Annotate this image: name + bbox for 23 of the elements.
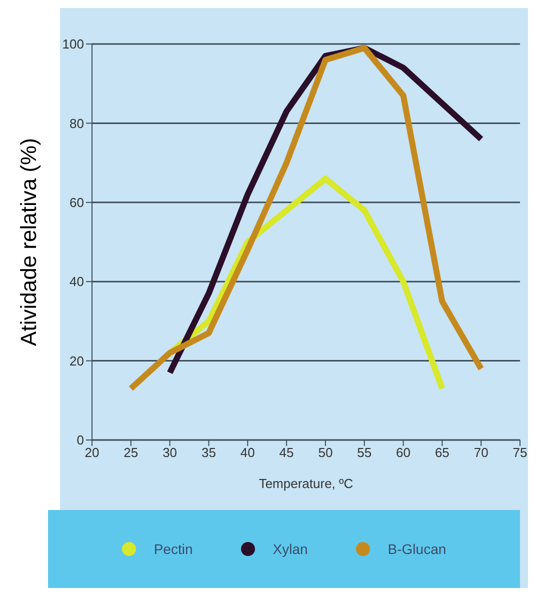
- x-tick-label: 60: [396, 445, 411, 460]
- x-tick-label: 25: [124, 445, 138, 460]
- y-tick-label: 20: [70, 353, 84, 368]
- x-tick-label: 40: [240, 445, 255, 460]
- x-tick-label: 55: [357, 445, 372, 460]
- y-tick-label: 40: [70, 274, 84, 290]
- x-tick-label: 50: [318, 445, 333, 460]
- y-tick-label: 100: [62, 36, 84, 52]
- x-tick-label: 75: [512, 445, 528, 460]
- y-tick-label: 0: [76, 432, 84, 448]
- x-tick-label: 45: [279, 445, 294, 460]
- legend-label: B-Glucan: [388, 541, 446, 557]
- x-tick-label: 30: [162, 445, 178, 460]
- legend-label: Xylan: [272, 541, 308, 557]
- x-tick-label: 20: [84, 445, 100, 460]
- x-tick-label: 65: [434, 445, 450, 460]
- y-axis-title: Atividade relativa (%): [16, 138, 41, 346]
- y-tick-label: 60: [70, 195, 84, 210]
- legend-label: Pectin: [154, 541, 193, 557]
- x-tick-label: 35: [201, 445, 216, 460]
- x-tick-label: 70: [474, 445, 488, 460]
- y-tick-label: 80: [70, 116, 84, 131]
- x-axis-title: Temperature, ºC: [258, 476, 354, 491]
